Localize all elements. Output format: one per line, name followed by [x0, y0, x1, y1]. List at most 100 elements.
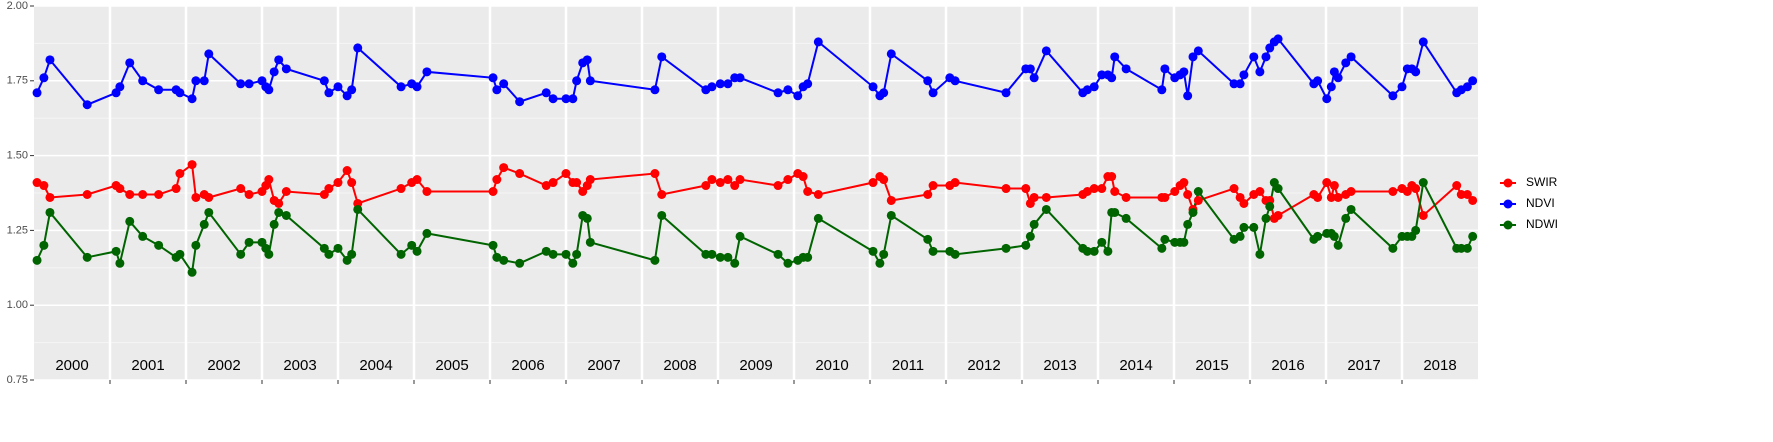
- point: [783, 175, 793, 185]
- point: [515, 258, 525, 268]
- point: [798, 172, 808, 182]
- point: [412, 246, 422, 256]
- point: [735, 73, 745, 83]
- point: [561, 249, 571, 259]
- point: [783, 85, 793, 95]
- point: [1273, 210, 1283, 220]
- point: [1089, 246, 1099, 256]
- point: [499, 79, 509, 89]
- point: [1462, 243, 1472, 253]
- point: [422, 187, 432, 197]
- point: [319, 76, 329, 86]
- point: [1089, 82, 1099, 92]
- legend-marker: [1503, 220, 1513, 230]
- point: [1025, 64, 1035, 74]
- year-label: 2015: [1195, 357, 1228, 374]
- point: [396, 184, 406, 194]
- point: [412, 175, 422, 185]
- point: [138, 189, 148, 199]
- point: [813, 37, 823, 47]
- point: [347, 178, 357, 188]
- point: [269, 67, 279, 77]
- point: [1107, 73, 1117, 83]
- point: [191, 192, 201, 202]
- point: [650, 255, 660, 265]
- y-tick-label: 1.25: [7, 224, 28, 236]
- point: [1160, 234, 1170, 244]
- point: [928, 88, 938, 98]
- point: [1041, 46, 1051, 56]
- point: [1326, 82, 1336, 92]
- point: [1468, 231, 1478, 241]
- point: [1183, 91, 1193, 101]
- point: [1468, 195, 1478, 205]
- point: [1107, 172, 1117, 182]
- legend-marker: [1503, 199, 1513, 209]
- point: [1273, 184, 1283, 194]
- point: [572, 178, 582, 188]
- point: [1160, 192, 1170, 202]
- point: [950, 249, 960, 259]
- point: [1097, 237, 1107, 247]
- point: [1029, 73, 1039, 83]
- point: [1188, 52, 1198, 62]
- point: [585, 237, 595, 247]
- legend-marker: [1503, 178, 1513, 188]
- point: [868, 178, 878, 188]
- point: [928, 181, 938, 191]
- point: [1411, 67, 1421, 77]
- point: [175, 88, 185, 98]
- point: [1110, 187, 1120, 197]
- point: [783, 258, 793, 268]
- point: [1157, 85, 1167, 95]
- point: [1029, 219, 1039, 229]
- point: [1388, 187, 1398, 197]
- year-label: 2005: [435, 357, 468, 374]
- year-label: 2000: [55, 357, 88, 374]
- point: [1468, 76, 1478, 86]
- point: [730, 181, 740, 191]
- point: [1179, 67, 1189, 77]
- point: [572, 76, 582, 86]
- point: [875, 258, 885, 268]
- point: [281, 64, 291, 74]
- point: [1418, 37, 1428, 47]
- year-label: 2001: [131, 357, 164, 374]
- point: [1025, 231, 1035, 241]
- point: [730, 258, 740, 268]
- point: [879, 175, 889, 185]
- point: [236, 184, 246, 194]
- point: [773, 88, 783, 98]
- point: [1255, 187, 1265, 197]
- point: [1388, 243, 1398, 253]
- point: [541, 88, 551, 98]
- point: [1329, 231, 1339, 241]
- point: [1110, 52, 1120, 62]
- year-label: 2012: [967, 357, 1000, 374]
- y-tick-label: 0.75: [7, 374, 28, 386]
- point: [191, 76, 201, 86]
- point: [568, 94, 578, 104]
- point: [735, 175, 745, 185]
- point: [1313, 231, 1323, 241]
- point: [39, 240, 49, 250]
- point: [412, 82, 422, 92]
- year-label: 2004: [359, 357, 392, 374]
- point: [923, 189, 933, 199]
- point: [541, 181, 551, 191]
- point: [1255, 249, 1265, 259]
- point: [82, 189, 92, 199]
- point: [324, 88, 334, 98]
- point: [1021, 184, 1031, 194]
- point: [154, 85, 164, 95]
- point: [715, 79, 725, 89]
- point: [125, 189, 135, 199]
- point: [773, 181, 783, 191]
- point: [1121, 192, 1131, 202]
- point: [1388, 91, 1398, 101]
- point: [1346, 204, 1356, 214]
- point: [175, 249, 185, 259]
- point: [923, 76, 933, 86]
- point: [39, 181, 49, 191]
